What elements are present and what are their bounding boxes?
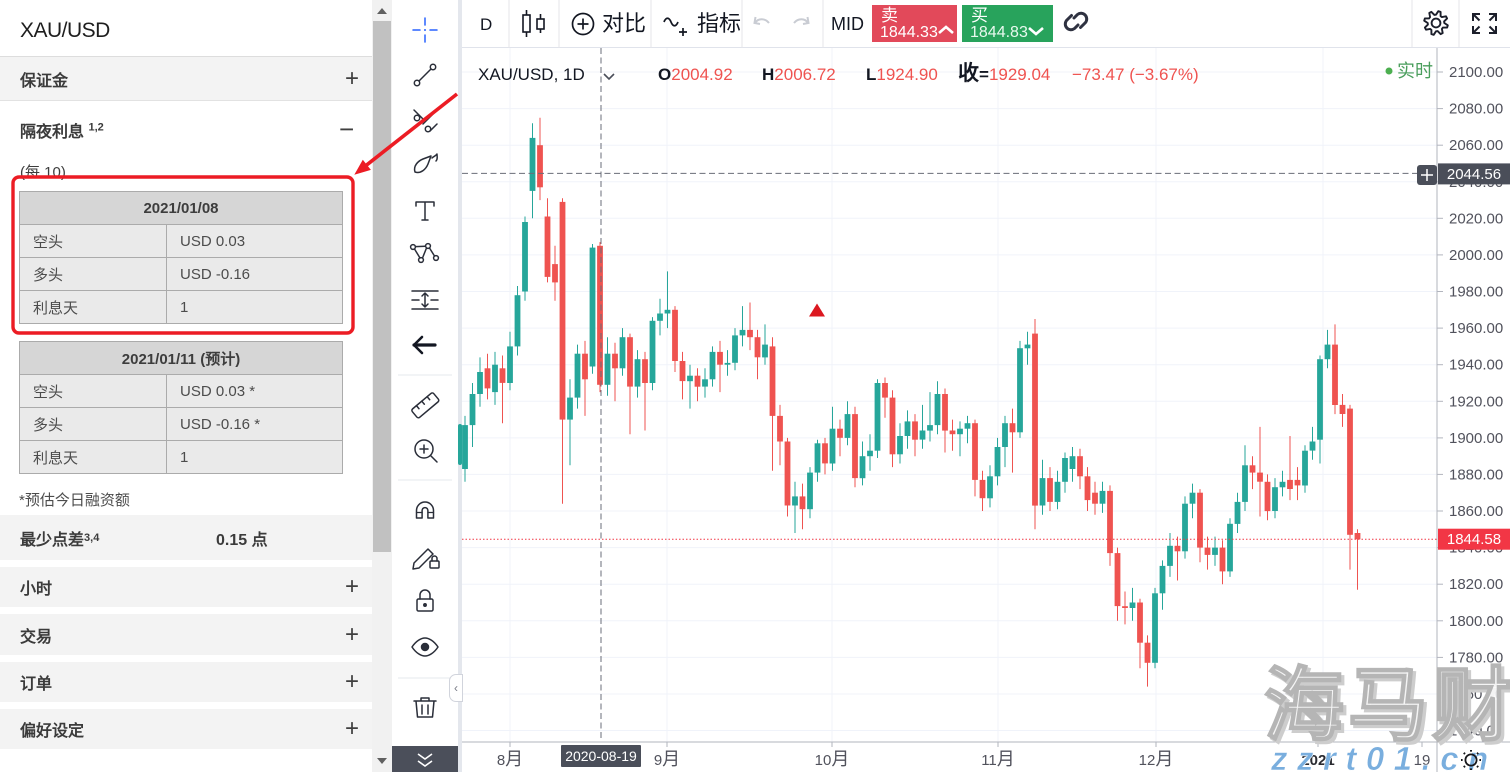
svg-text:L1924.90: L1924.90 [866,65,938,84]
svg-text:MID: MID [831,14,864,34]
svg-text:1920.00: 1920.00 [1449,393,1503,410]
svg-text:O2004.92: O2004.92 [658,65,733,84]
svg-text:1980.00: 1980.00 [1449,284,1503,301]
svg-text:−73.47 (−3.67%): −73.47 (−3.67%) [1072,65,1199,84]
svg-text:1740.00: 1740.00 [1449,723,1503,740]
svg-text:1880.00: 1880.00 [1449,466,1503,483]
svg-text:D: D [480,15,492,34]
svg-text:8月: 8月 [497,749,523,769]
svg-text:卖: 卖 [881,6,898,25]
svg-text:指标: 指标 [697,11,741,36]
svg-text:2100.00: 2100.00 [1449,64,1503,81]
svg-text:1860.00: 1860.00 [1449,503,1503,520]
svg-text:2021: 2021 [1301,752,1334,769]
svg-text:19: 19 [1414,752,1431,769]
svg-text:1844.58: 1844.58 [1447,531,1501,548]
svg-text:2080.00: 2080.00 [1449,101,1503,118]
svg-text:1844.33: 1844.33 [880,24,938,41]
svg-text:收=1929.04: 收=1929.04 [958,61,1050,85]
svg-text:2020.00: 2020.00 [1449,210,1503,227]
svg-text:2060.00: 2060.00 [1449,137,1503,154]
svg-text:zzrt01.cn: zzrt01.cn [1270,740,1498,772]
svg-text:2000.00: 2000.00 [1449,247,1503,264]
svg-text:9月: 9月 [654,749,680,769]
svg-text:1844.83: 1844.83 [970,24,1028,41]
svg-text:1960.00: 1960.00 [1449,320,1503,337]
svg-text:10月: 10月 [815,749,850,769]
svg-text:12月: 12月 [1139,749,1174,769]
svg-text:海马财经: 海马财经 [1264,661,1510,750]
svg-text:1940.00: 1940.00 [1449,357,1503,374]
svg-text:1900.00: 1900.00 [1449,430,1503,447]
svg-text:11月: 11月 [981,749,1015,769]
svg-text:海马财经: 海马财经 [1267,664,1510,753]
svg-text:2020-08-19: 2020-08-19 [565,748,637,764]
svg-text:1760.00: 1760.00 [1449,686,1503,703]
svg-text:H2006.72: H2006.72 [762,65,836,84]
svg-text:买: 买 [971,6,988,25]
svg-text:实时: 实时 [1397,61,1433,81]
svg-text:1780.00: 1780.00 [1449,649,1503,666]
svg-text:2044.56: 2044.56 [1447,166,1501,183]
svg-text:1800.00: 1800.00 [1449,613,1503,630]
svg-text:1820.00: 1820.00 [1449,576,1503,593]
svg-text:对比: 对比 [602,11,646,36]
svg-text:XAU/USD, 1D: XAU/USD, 1D [478,65,585,84]
